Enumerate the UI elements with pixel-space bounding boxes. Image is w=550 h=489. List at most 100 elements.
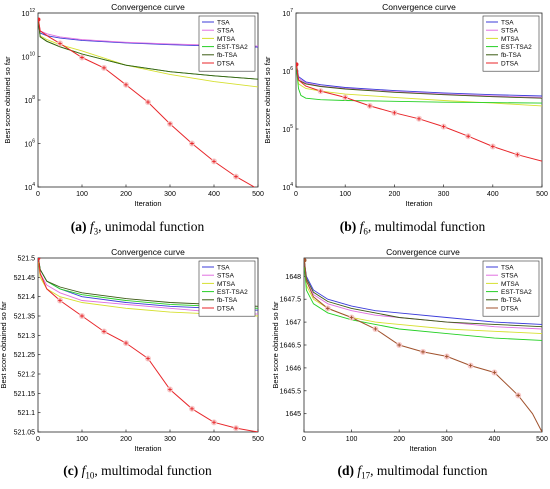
x-tick-label: 200 bbox=[120, 191, 132, 198]
series-point-dtsa bbox=[417, 116, 421, 121]
series-point-dtsa bbox=[190, 407, 194, 411]
series-point-dtsa bbox=[58, 41, 62, 46]
series-point-dtsa bbox=[234, 426, 238, 430]
series-point-dtsa bbox=[124, 82, 128, 87]
chart-title: Convergence curve bbox=[111, 247, 185, 257]
series-line-fb-tsa bbox=[304, 262, 542, 328]
series-group bbox=[38, 17, 258, 187]
legend-label: DTSA bbox=[217, 60, 235, 67]
series-line-fb-tsa bbox=[296, 64, 542, 99]
series-point-dtsa bbox=[466, 134, 470, 139]
y-tick-label: 104 bbox=[24, 182, 35, 192]
series-point-dtsa bbox=[168, 387, 172, 392]
y-tick-exponent: 8 bbox=[32, 95, 35, 101]
legend-label: MTSA bbox=[501, 36, 520, 43]
series-point-dtsa bbox=[373, 327, 378, 331]
x-tick-label: 500 bbox=[536, 191, 548, 198]
x-tick-label: 500 bbox=[536, 436, 548, 443]
y-tick-label: 1012 bbox=[22, 8, 36, 18]
y-tick-label: 521.4 bbox=[17, 294, 35, 301]
series-line-tsa bbox=[304, 262, 542, 325]
caption-d-fn: f bbox=[357, 463, 362, 478]
caption-a-fn: f bbox=[89, 219, 94, 234]
series-point-dtsa bbox=[58, 298, 62, 303]
x-tick-label: 500 bbox=[252, 436, 264, 443]
x-tick-label: 200 bbox=[389, 191, 401, 198]
legend-label: EST-TSA2 bbox=[217, 289, 248, 296]
x-axis-label: Iteration bbox=[134, 199, 161, 208]
y-tick-mantissa: 10 bbox=[22, 55, 30, 62]
series-point-dtsa bbox=[102, 66, 106, 70]
y-tick-label: 521.15 bbox=[14, 391, 36, 398]
y-tick-exponent: 4 bbox=[290, 182, 293, 188]
series-group bbox=[296, 62, 542, 162]
x-tick-label: 400 bbox=[208, 436, 220, 443]
y-axis-label: Best score obtained so far bbox=[0, 301, 8, 389]
y-tick-label: 521.2 bbox=[17, 372, 35, 379]
caption-d-tag: (d) bbox=[337, 463, 354, 478]
x-axis-label: Iteration bbox=[405, 199, 432, 208]
y-tick-label: 521.1 bbox=[17, 410, 35, 417]
series-point-dtsa bbox=[326, 306, 330, 311]
series-point-dtsa bbox=[368, 104, 372, 108]
series-point-dtsa bbox=[392, 111, 397, 115]
series-point-dtsa bbox=[146, 100, 150, 104]
series-point-dtsa bbox=[491, 144, 495, 149]
y-tick-label: 1648 bbox=[285, 274, 301, 281]
y-tick-mantissa: 10 bbox=[24, 142, 32, 149]
legend-label: TSA bbox=[217, 264, 230, 271]
x-tick-label: 400 bbox=[487, 191, 499, 198]
series-point-dtsa bbox=[212, 159, 216, 164]
series-point-dtsa bbox=[492, 370, 497, 375]
series-point-dtsa bbox=[38, 258, 41, 260]
legend-label: TSA bbox=[501, 19, 514, 26]
x-tick-label: 0 bbox=[294, 191, 298, 198]
x-tick-label: 0 bbox=[302, 436, 306, 443]
chart-title: Convergence curve bbox=[111, 2, 185, 12]
y-tick-exponent: 5 bbox=[290, 124, 293, 130]
series-line-est-tsa2 bbox=[296, 68, 542, 104]
y-tick-label: 108 bbox=[24, 95, 35, 105]
legend-label: fb-TSA bbox=[217, 52, 238, 59]
series-line-mtsa bbox=[38, 21, 258, 88]
legend-label: MTSA bbox=[501, 281, 520, 288]
legend-label: STSA bbox=[217, 28, 235, 35]
caption-a-rest: , unimodal function bbox=[98, 219, 205, 234]
series-point-dtsa bbox=[441, 124, 446, 129]
series-point-dtsa bbox=[102, 329, 106, 334]
caption-d-rest: , multimodal function bbox=[370, 463, 488, 478]
series-point-dtsa bbox=[80, 314, 84, 318]
chart-title: Convergence curve bbox=[382, 2, 456, 12]
y-tick-mantissa: 10 bbox=[282, 127, 290, 134]
caption-a-tag: (a) bbox=[70, 219, 87, 234]
caption-c-rest: , multimodal function bbox=[94, 463, 212, 478]
caption-b-fn: f bbox=[359, 219, 364, 234]
x-axis-label: Iteration bbox=[409, 444, 436, 453]
series-line-mtsa bbox=[304, 267, 542, 335]
series-group bbox=[304, 258, 542, 432]
legend-box bbox=[482, 260, 540, 317]
x-tick-label: 100 bbox=[76, 191, 88, 198]
caption-c: (c) f10, multimodal function bbox=[0, 463, 275, 481]
series-line-dtsa bbox=[304, 260, 542, 432]
y-tick-label: 1647 bbox=[285, 320, 301, 327]
x-tick-label: 0 bbox=[36, 436, 40, 443]
series-point-dtsa bbox=[168, 122, 172, 126]
y-tick-label: 521.45 bbox=[14, 275, 36, 282]
y-tick-label: 521.5 bbox=[17, 256, 35, 263]
y-tick-label: 521.35 bbox=[14, 314, 36, 321]
y-tick-exponent: 7 bbox=[290, 8, 293, 14]
legend-label: DTSA bbox=[501, 60, 519, 67]
series-point-dtsa bbox=[421, 350, 425, 354]
caption-d: (d) f17, multimodal function bbox=[275, 463, 550, 481]
legend-label: STSA bbox=[501, 28, 519, 35]
legend-label: fb-TSA bbox=[217, 297, 238, 304]
y-tick-label: 1647.5 bbox=[280, 297, 302, 304]
legend-label: DTSA bbox=[501, 305, 519, 312]
y-tick-label: 521.05 bbox=[14, 430, 36, 437]
legend-label: EST-TSA2 bbox=[217, 44, 248, 51]
y-axis-label: Best score obtained so far bbox=[263, 56, 272, 144]
